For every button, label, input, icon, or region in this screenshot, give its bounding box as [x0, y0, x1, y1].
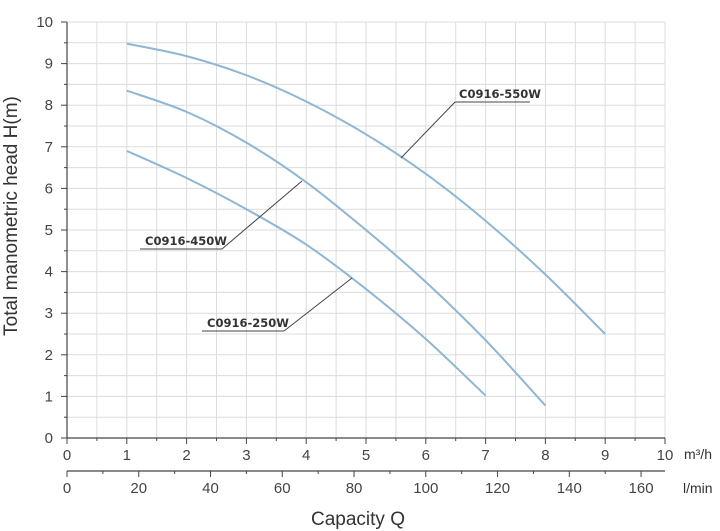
y-tick-label: 0 [45, 430, 53, 447]
x-tick-label: 10 [657, 447, 674, 464]
chart-series [126, 42, 606, 407]
x2-tick-label: 120 [485, 480, 510, 497]
x2-axis-ticks: 0 20 40 60 80 100 120 140 160 [63, 471, 654, 497]
series-label-c0916-450w: C0916-450W [145, 234, 227, 248]
series-line-c0916-250w [126, 150, 487, 397]
series-label-leader [400, 101, 456, 159]
y-tick-label: 3 [45, 305, 53, 322]
x-tick-label: 8 [541, 447, 549, 464]
x-tick-label: 3 [242, 447, 250, 464]
x2-tick-label: 140 [557, 480, 582, 497]
x-tick-label: 2 [182, 447, 190, 464]
y-tick-label: 1 [45, 388, 53, 405]
y-tick-label: 4 [45, 264, 53, 281]
series-label-c0916-550w: C0916-550W [459, 87, 541, 101]
x-axis-title: Capacity Q [311, 509, 405, 530]
y-tick-label: 2 [45, 347, 53, 364]
series-labels: C0916-550W C0916-450W C0916-250W [140, 87, 541, 332]
y-axis-ticks: 0 1 2 3 4 5 6 7 8 9 10 [36, 14, 67, 447]
x-tick-label: 1 [123, 447, 131, 464]
x2-tick-label: 40 [202, 480, 219, 497]
y-tick-label: 8 [45, 97, 53, 114]
series-label-leader [283, 277, 353, 332]
series-label-c0916-250w: C0916-250W [207, 316, 289, 330]
x2-tick-label: 80 [346, 480, 363, 497]
x2-tick-label: 60 [274, 480, 291, 497]
chart-grid [67, 21, 666, 438]
x-tick-label: 4 [302, 447, 310, 464]
series-line-c0916-550w [126, 42, 606, 335]
x-axis-ticks: 0 1 2 3 4 5 6 7 8 9 10 [63, 438, 674, 464]
x-tick-label: 7 [481, 447, 489, 464]
y-tick-label: 10 [36, 14, 53, 31]
x2-tick-label: 20 [130, 480, 147, 497]
x2-unit-label: l/min [683, 480, 713, 496]
series-line-c0916-450w [126, 89, 547, 407]
series-label-leader [221, 180, 303, 250]
x-tick-label: 0 [63, 447, 71, 464]
y-tick-label: 9 [45, 56, 53, 73]
x2-tick-label: 160 [629, 480, 654, 497]
y-tick-label: 6 [45, 180, 53, 197]
y-tick-label: 7 [45, 139, 53, 156]
y-axis-title: Total manometric head H(m) [1, 96, 22, 336]
x-unit-label: m³/h [684, 446, 712, 462]
y-tick-label: 5 [45, 222, 53, 239]
x-tick-label: 9 [601, 447, 609, 464]
x2-tick-label: 0 [63, 480, 71, 497]
x-tick-label: 6 [422, 447, 430, 464]
x-tick-label: 5 [362, 447, 370, 464]
x2-tick-label: 100 [413, 480, 438, 497]
